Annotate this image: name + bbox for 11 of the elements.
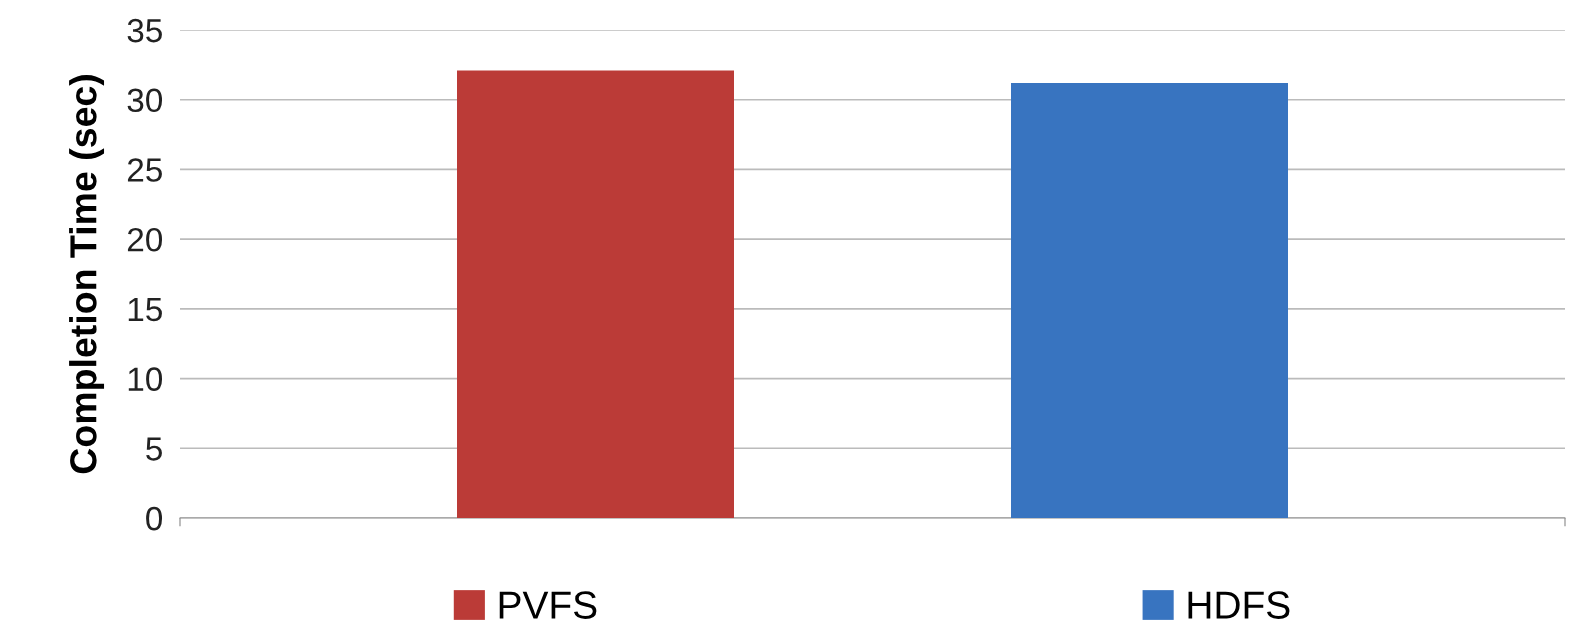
y-tick-label: 30 bbox=[127, 88, 163, 113]
legend-label: HDFS bbox=[1188, 591, 1290, 619]
y-axis-title: Completion Time (sec) bbox=[69, 75, 105, 474]
y-tick-label: 0 bbox=[146, 506, 163, 531]
y-tick-label: 35 bbox=[127, 18, 162, 43]
y-tick-label: 15 bbox=[128, 298, 162, 322]
y-tick-label: 25 bbox=[127, 158, 162, 182]
y-tick-label: 5 bbox=[146, 437, 162, 461]
y-tick-label: 20 bbox=[127, 227, 163, 252]
y-tick-label: 10 bbox=[128, 367, 163, 391]
legend-label: PVFS bbox=[499, 591, 597, 619]
